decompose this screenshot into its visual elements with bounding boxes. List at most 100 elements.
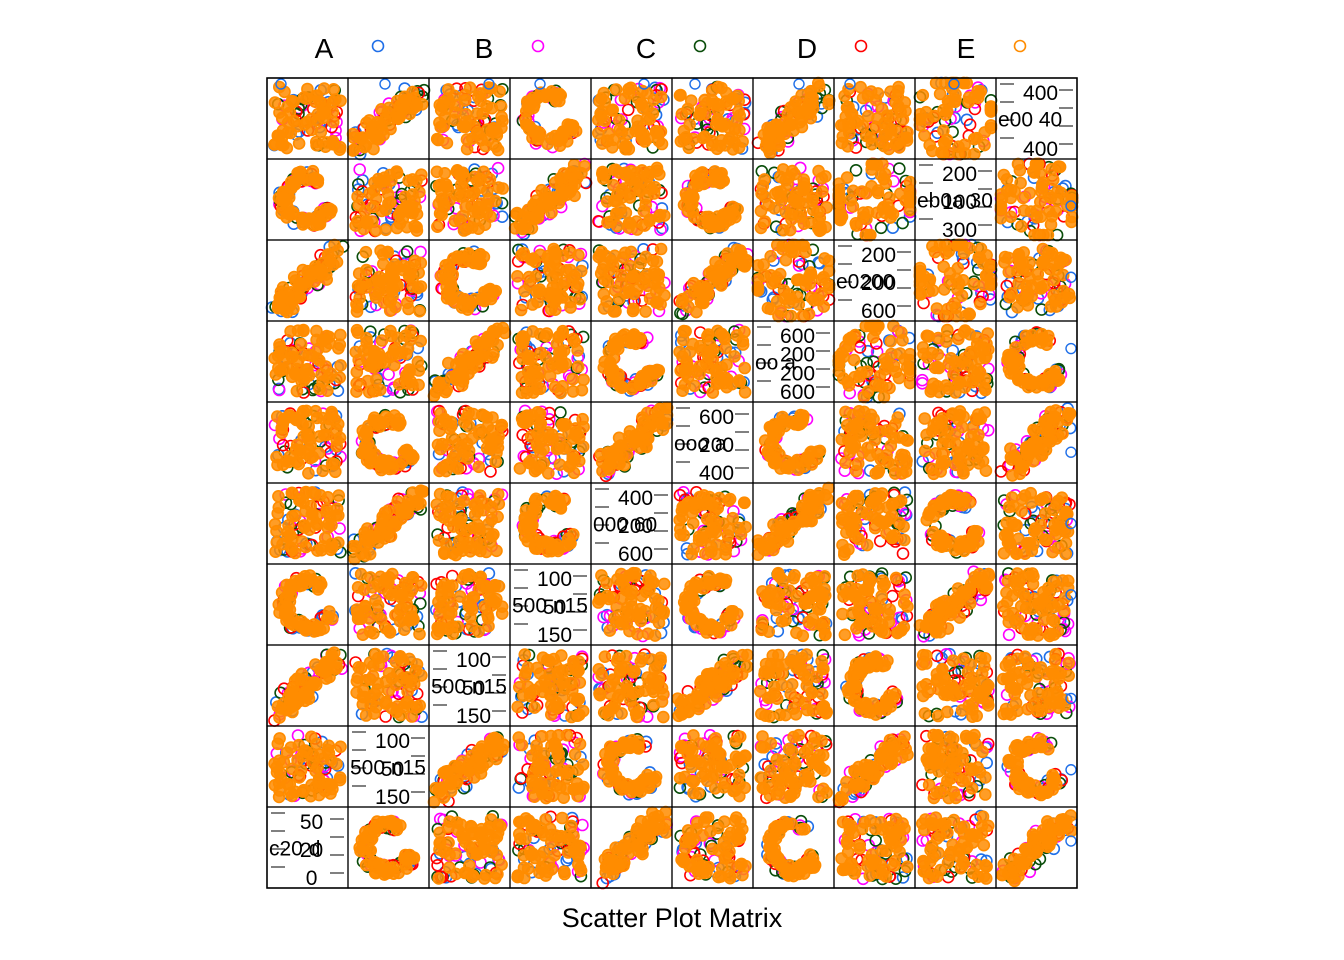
point-e xyxy=(625,382,639,396)
point-e xyxy=(455,370,468,383)
point-e xyxy=(465,362,479,375)
point-e xyxy=(359,425,373,439)
point-e xyxy=(922,330,936,343)
point-e xyxy=(482,192,496,206)
point-e xyxy=(490,544,503,558)
point-e xyxy=(931,360,944,374)
point-e xyxy=(601,460,615,474)
point-e xyxy=(415,485,428,499)
point-e xyxy=(556,327,569,340)
panel-r3-c1 xyxy=(265,238,350,322)
point-e xyxy=(325,457,339,470)
point-e xyxy=(400,377,414,390)
point-e xyxy=(294,337,308,351)
point-e xyxy=(984,278,998,292)
point-e xyxy=(962,241,976,255)
panel-r6-c2 xyxy=(346,482,430,566)
panel-r1-c2 xyxy=(346,77,431,161)
point-e xyxy=(302,428,316,441)
point-e xyxy=(314,125,328,139)
point-e xyxy=(856,91,870,105)
point-e xyxy=(895,326,908,339)
point-e xyxy=(723,260,737,274)
point-e xyxy=(625,273,639,287)
point-e xyxy=(701,345,714,359)
point-e xyxy=(323,510,337,524)
point-e xyxy=(857,390,871,404)
point-e xyxy=(1041,228,1055,242)
point-e xyxy=(918,444,932,458)
point-e xyxy=(431,438,445,452)
point-e xyxy=(846,200,860,213)
point-e xyxy=(857,405,871,419)
point-e xyxy=(860,187,873,200)
point-e xyxy=(480,206,494,220)
point-e xyxy=(849,116,863,129)
point-e xyxy=(573,292,587,306)
point-e xyxy=(683,118,697,131)
point-e xyxy=(466,407,480,421)
point-e xyxy=(458,88,472,102)
legend-marker-e xyxy=(1013,39,1027,53)
point-e xyxy=(373,383,387,397)
point-e xyxy=(528,255,542,269)
point-e xyxy=(377,532,391,545)
point-e xyxy=(614,202,628,216)
point-c xyxy=(892,162,906,175)
point-e xyxy=(491,510,504,524)
point-e xyxy=(349,345,363,359)
point-e xyxy=(718,373,732,386)
point-e xyxy=(431,220,444,233)
diag-tick-label: 200 xyxy=(942,163,977,186)
point-e xyxy=(850,219,863,232)
point-e xyxy=(917,347,930,361)
diag-variable-name: eb0a 30 xyxy=(917,190,993,213)
point-e xyxy=(546,432,560,446)
point-e xyxy=(1022,288,1035,302)
point-e xyxy=(867,426,880,439)
point-c xyxy=(896,216,909,230)
point-e xyxy=(846,184,860,198)
point-e xyxy=(1055,295,1069,309)
point-e xyxy=(285,532,299,546)
point-e xyxy=(532,285,546,298)
point-e xyxy=(673,89,687,102)
point-e xyxy=(654,242,668,256)
point-e xyxy=(628,436,642,449)
point-e xyxy=(679,324,692,338)
point-e xyxy=(636,421,649,434)
point-e xyxy=(549,247,562,261)
panel-r1-c5 xyxy=(590,77,673,160)
point-e xyxy=(451,250,464,263)
point-e xyxy=(285,346,299,360)
panel-r4-c5 xyxy=(590,320,673,403)
point-e xyxy=(441,182,455,196)
point-e xyxy=(1014,176,1027,190)
panel-r1-c1 xyxy=(266,77,349,160)
point-e xyxy=(891,84,905,98)
point-e xyxy=(879,176,893,190)
point-e xyxy=(556,379,569,393)
point-e xyxy=(534,417,548,430)
point-e xyxy=(460,142,474,156)
point-e xyxy=(903,363,917,376)
point-e xyxy=(863,228,877,242)
point-e xyxy=(802,216,816,229)
panel-r2-c6 xyxy=(671,158,754,241)
panel-r4-c6 xyxy=(671,320,754,403)
point-e xyxy=(377,356,391,369)
point-e xyxy=(772,309,785,323)
point-e xyxy=(639,305,652,318)
point-e xyxy=(958,138,971,152)
point-e xyxy=(472,460,486,474)
point-e xyxy=(916,88,930,102)
point-e xyxy=(1011,300,1024,314)
legend-marker-b xyxy=(531,39,545,53)
point-e xyxy=(1013,259,1027,273)
point-e xyxy=(363,456,377,470)
point-e xyxy=(454,512,468,525)
point-e xyxy=(954,456,968,470)
point-e xyxy=(903,347,917,361)
point-e xyxy=(633,184,647,198)
